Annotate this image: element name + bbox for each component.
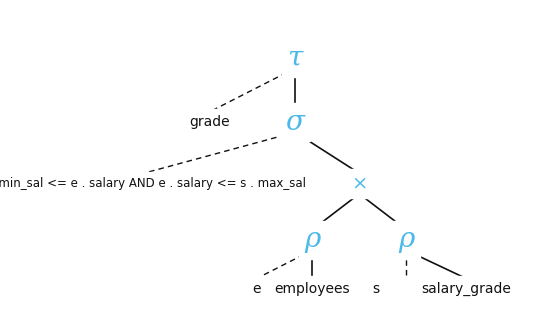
Text: ρ: ρ	[304, 226, 321, 253]
Text: grade: grade	[190, 115, 230, 129]
Text: employees: employees	[274, 282, 350, 296]
Text: τ: τ	[288, 44, 303, 71]
Text: ρ: ρ	[398, 226, 414, 253]
Text: ×: ×	[351, 174, 368, 192]
Text: s: s	[373, 282, 380, 296]
Text: s . min_sal <= e . salary AND e . salary <= s . max_sal: s . min_sal <= e . salary AND e . salary…	[0, 177, 306, 190]
Text: e: e	[252, 282, 261, 296]
Text: salary_grade: salary_grade	[421, 282, 511, 296]
Text: σ: σ	[286, 109, 305, 136]
